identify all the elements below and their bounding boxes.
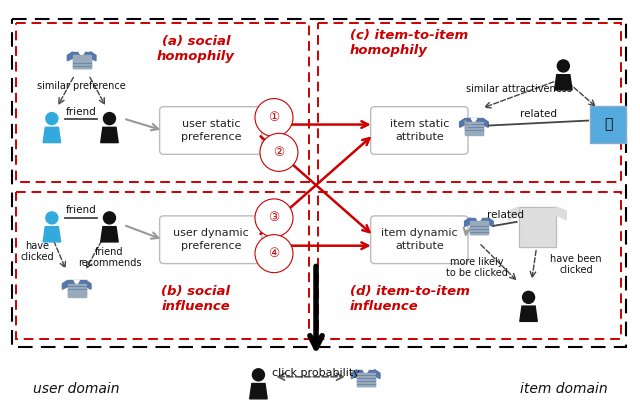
Text: user static
preference: user static preference	[180, 119, 241, 142]
Polygon shape	[73, 61, 91, 62]
Polygon shape	[68, 292, 86, 294]
Text: (b) social
influence: (b) social influence	[161, 285, 230, 314]
Polygon shape	[465, 128, 483, 129]
Polygon shape	[68, 287, 86, 288]
Polygon shape	[470, 218, 488, 234]
Circle shape	[252, 369, 264, 381]
Polygon shape	[351, 370, 356, 379]
Text: friend
recommends: friend recommends	[77, 247, 141, 268]
FancyBboxPatch shape	[159, 216, 262, 263]
Polygon shape	[73, 52, 91, 68]
Text: item domain: item domain	[520, 382, 607, 396]
Bar	[318, 23, 621, 182]
Circle shape	[46, 212, 58, 224]
Polygon shape	[465, 122, 483, 123]
Bar	[12, 19, 626, 347]
Polygon shape	[556, 207, 566, 220]
Polygon shape	[356, 376, 374, 377]
Text: (d) item-to-item
influence: (d) item-to-item influence	[350, 285, 470, 314]
Circle shape	[104, 113, 115, 124]
Polygon shape	[374, 370, 380, 379]
Text: have been
clicked: have been clicked	[550, 254, 602, 276]
Text: user dynamic
preference: user dynamic preference	[173, 228, 248, 251]
Polygon shape	[520, 306, 538, 321]
Polygon shape	[356, 379, 374, 380]
Polygon shape	[100, 227, 118, 242]
Circle shape	[557, 60, 570, 72]
Text: similar preference: similar preference	[37, 81, 126, 91]
Polygon shape	[460, 118, 465, 127]
FancyBboxPatch shape	[371, 216, 468, 263]
Polygon shape	[356, 382, 374, 383]
Text: friend: friend	[65, 107, 96, 117]
Text: click probability: click probability	[272, 368, 360, 378]
Text: similar attractiveness: similar attractiveness	[466, 84, 572, 94]
Text: have
clicked: have clicked	[20, 241, 54, 263]
Polygon shape	[43, 127, 61, 143]
Polygon shape	[465, 130, 483, 132]
Polygon shape	[73, 58, 91, 59]
Polygon shape	[62, 280, 68, 289]
Polygon shape	[74, 280, 79, 285]
Text: more likely
to be clicked: more likely to be clicked	[446, 257, 508, 278]
Text: user domain: user domain	[33, 382, 120, 396]
Polygon shape	[465, 125, 483, 126]
Text: related: related	[520, 109, 557, 119]
Polygon shape	[356, 370, 374, 386]
Polygon shape	[73, 55, 91, 57]
Bar	[16, 23, 309, 182]
Bar	[318, 192, 621, 339]
Polygon shape	[73, 64, 91, 65]
Text: friend: friend	[65, 205, 96, 215]
FancyBboxPatch shape	[159, 107, 262, 154]
Text: item dynamic
attribute: item dynamic attribute	[381, 228, 458, 251]
Text: related: related	[487, 210, 524, 220]
Text: (a) social
homophily: (a) social homophily	[157, 35, 235, 63]
FancyBboxPatch shape	[371, 107, 468, 154]
Text: item static
attribute: item static attribute	[390, 119, 449, 142]
Polygon shape	[476, 218, 481, 222]
Polygon shape	[250, 383, 267, 399]
Text: ②: ②	[273, 146, 285, 159]
Polygon shape	[91, 52, 96, 61]
Circle shape	[104, 212, 115, 224]
Polygon shape	[488, 218, 493, 227]
Polygon shape	[79, 52, 84, 56]
Polygon shape	[363, 370, 369, 374]
Polygon shape	[555, 75, 572, 90]
Polygon shape	[470, 230, 488, 231]
Text: 🎨: 🎨	[604, 118, 612, 132]
Circle shape	[46, 113, 58, 124]
Polygon shape	[356, 385, 374, 386]
Polygon shape	[465, 133, 483, 135]
Polygon shape	[471, 118, 477, 123]
Text: ③: ③	[268, 211, 280, 224]
Bar	[16, 192, 309, 339]
Text: ①: ①	[268, 111, 280, 124]
Polygon shape	[470, 224, 488, 225]
Polygon shape	[68, 290, 86, 291]
Polygon shape	[465, 118, 483, 135]
Polygon shape	[470, 233, 488, 234]
Polygon shape	[509, 207, 518, 220]
Circle shape	[522, 291, 534, 303]
Polygon shape	[356, 373, 374, 375]
Polygon shape	[68, 280, 86, 297]
FancyBboxPatch shape	[590, 106, 626, 143]
Polygon shape	[68, 284, 86, 285]
Polygon shape	[73, 67, 91, 68]
Polygon shape	[86, 280, 91, 289]
Polygon shape	[470, 227, 488, 228]
Text: (c) item-to-item
homophily: (c) item-to-item homophily	[350, 29, 468, 57]
Polygon shape	[68, 295, 86, 297]
Polygon shape	[518, 207, 556, 247]
Polygon shape	[100, 127, 118, 143]
Polygon shape	[483, 118, 488, 127]
Polygon shape	[470, 221, 488, 223]
Polygon shape	[67, 52, 73, 61]
Text: ④: ④	[268, 247, 280, 260]
Polygon shape	[43, 227, 61, 242]
Polygon shape	[465, 218, 470, 227]
